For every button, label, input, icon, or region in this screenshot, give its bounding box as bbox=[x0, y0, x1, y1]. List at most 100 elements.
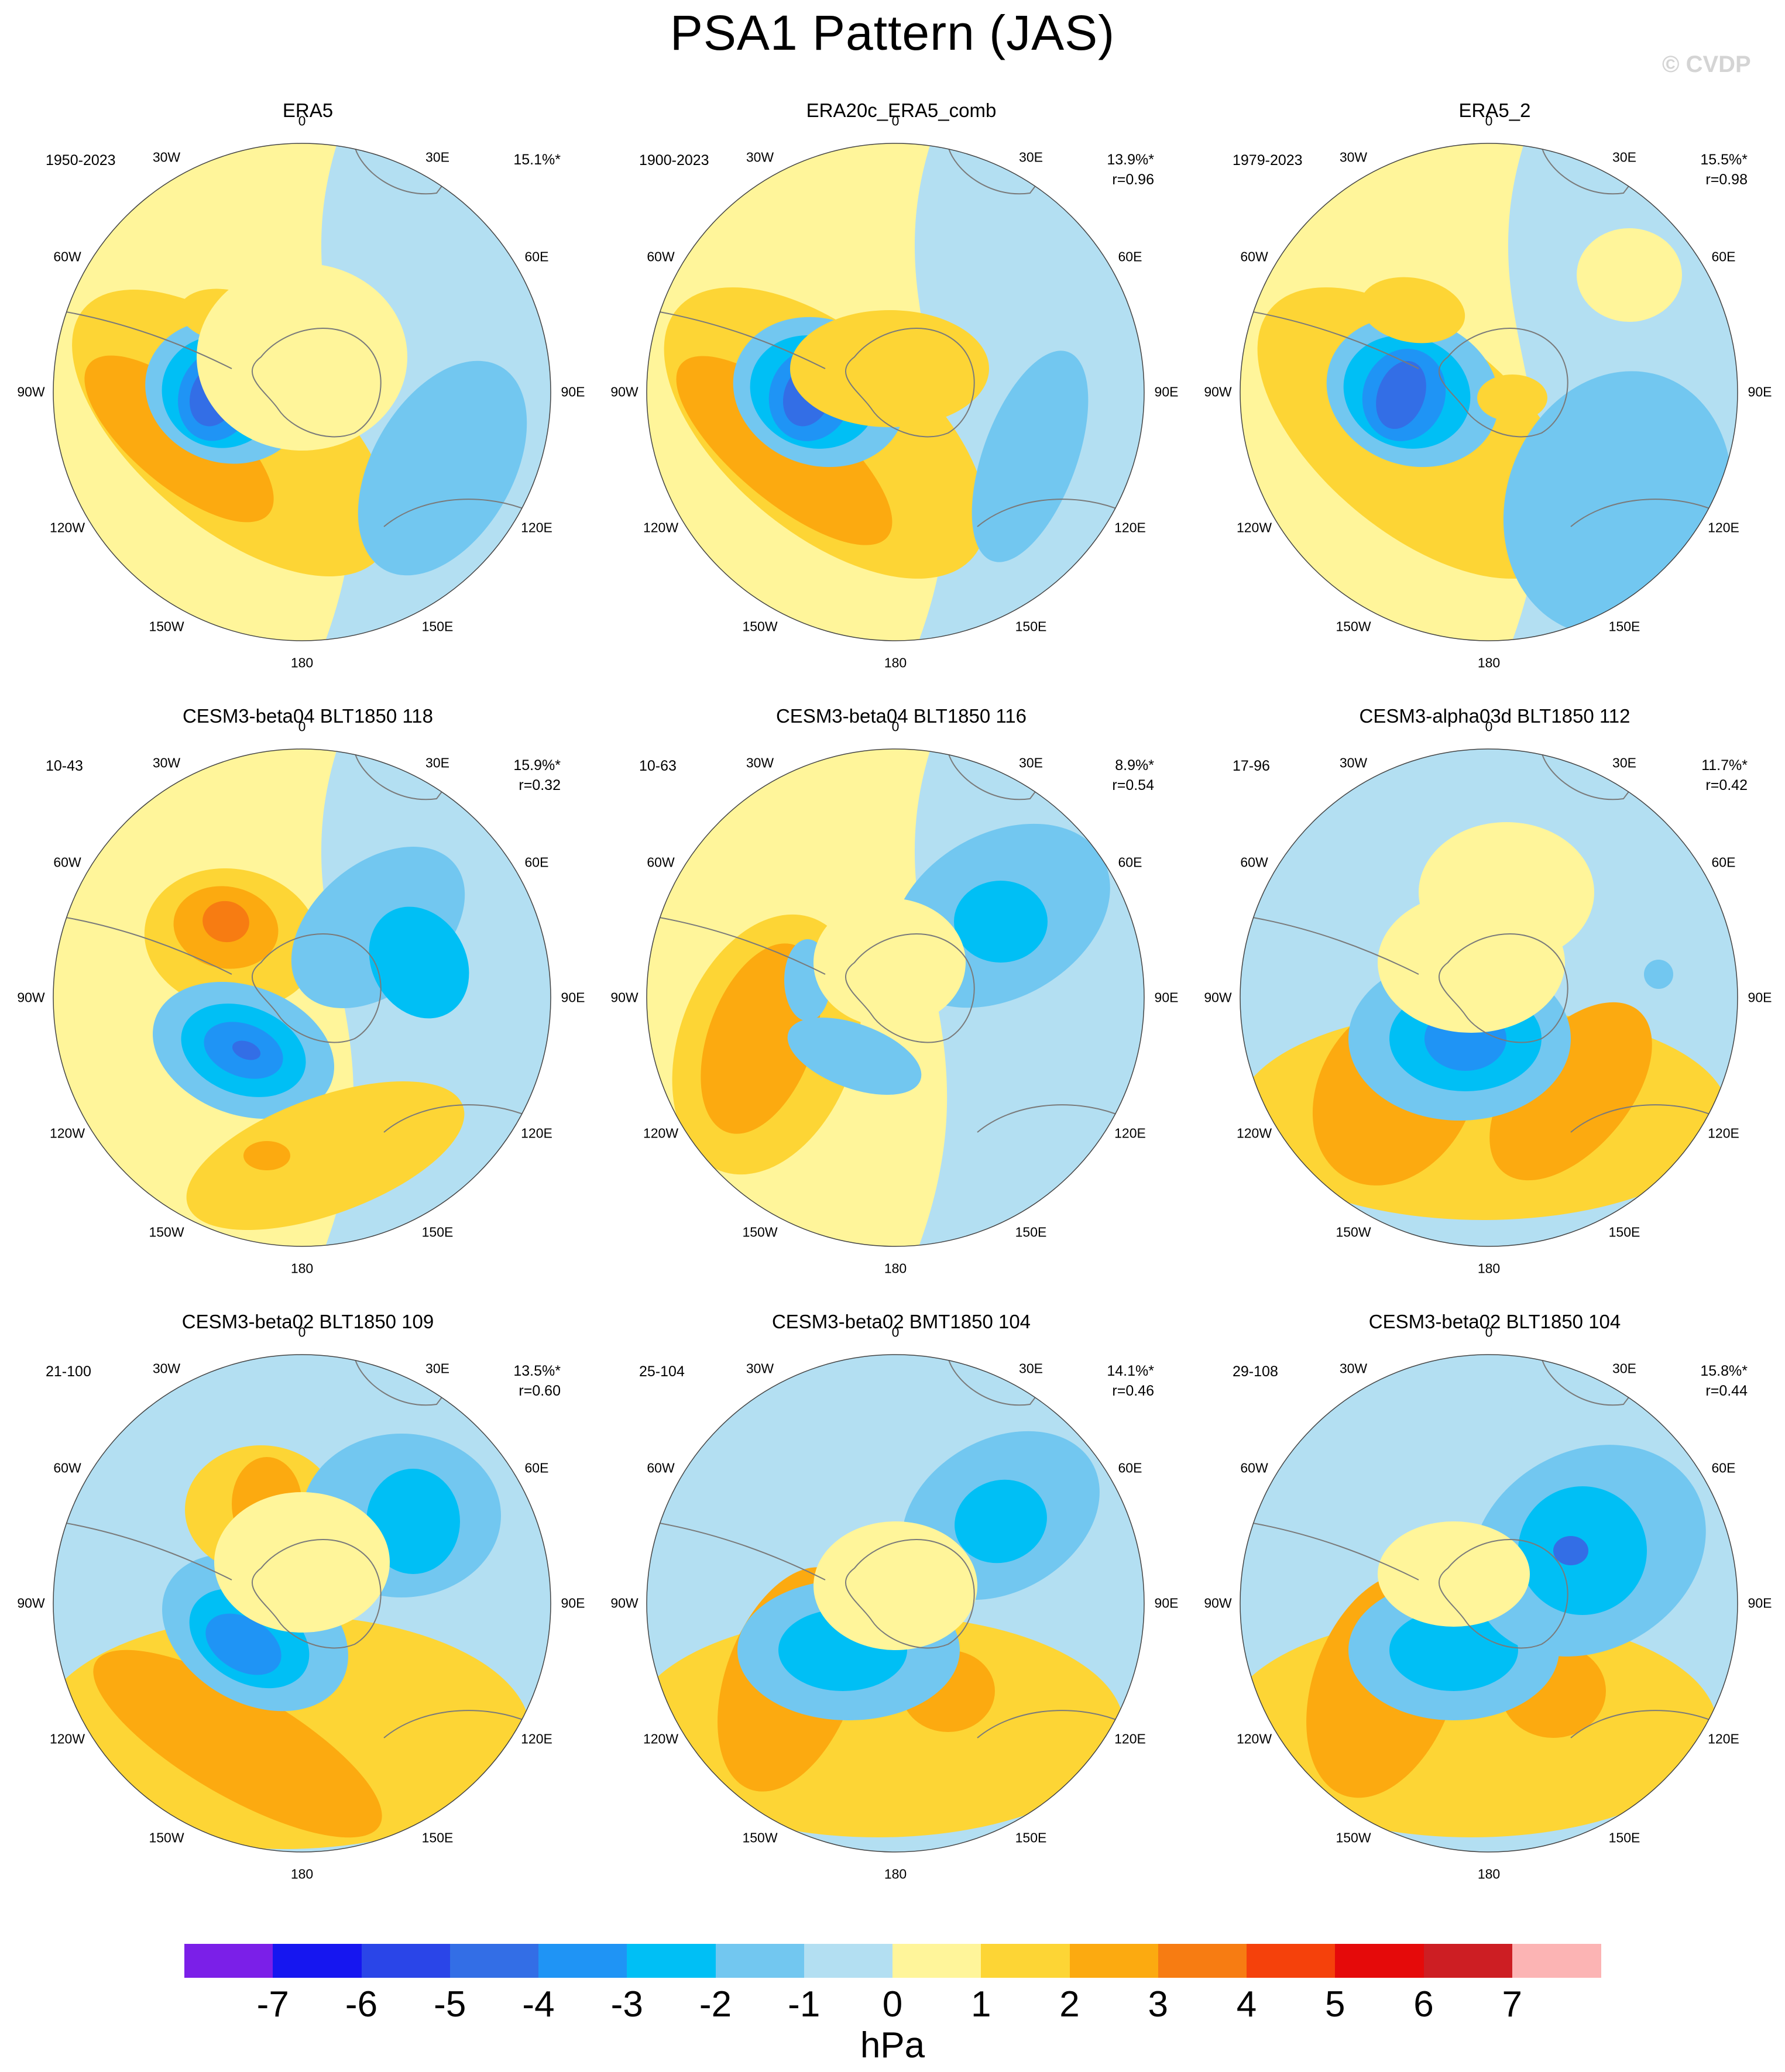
longitude-label: 120W bbox=[643, 520, 679, 535]
colorbar-units: hPa bbox=[860, 2025, 925, 2066]
panel-stats: 15.5%* r=0.98 bbox=[1666, 150, 1748, 190]
longitude-label: 30W bbox=[1339, 149, 1368, 165]
longitude-label: 60E bbox=[1711, 249, 1736, 264]
longitude-label: 90E bbox=[1154, 989, 1179, 1005]
antarctica-coastline bbox=[1439, 933, 1568, 1043]
longitude-label: 180 bbox=[1477, 655, 1501, 671]
longitude-label: 150W bbox=[149, 618, 184, 634]
colorbar-tick-label: 1 bbox=[971, 1984, 991, 2025]
colorbar-tick-label: 6 bbox=[1413, 1984, 1434, 2025]
panel-correlation: r=0.42 bbox=[1705, 777, 1748, 793]
colorbar-swatch bbox=[1158, 1944, 1247, 1978]
antarctica-coastline bbox=[845, 1539, 975, 1649]
antarctica-coastline bbox=[1439, 1539, 1568, 1649]
anomaly-contour bbox=[1376, 360, 1426, 429]
colorbar-swatch bbox=[715, 1944, 805, 1978]
longitude-label: 30W bbox=[746, 1360, 774, 1376]
longitude-label: 150W bbox=[149, 1224, 184, 1240]
anomaly-contour bbox=[186, 1081, 465, 1231]
panel-stats: 15.9%* r=0.32 bbox=[479, 755, 561, 795]
panel-percent-variance: 15.1%* bbox=[513, 152, 561, 168]
longitude-label: 180 bbox=[1477, 1866, 1501, 1882]
longitude-label: 120W bbox=[643, 1125, 679, 1140]
longitude-label: 60E bbox=[1118, 1460, 1142, 1475]
panel-period: 1950-2023 bbox=[46, 152, 116, 169]
anomaly-contour bbox=[954, 881, 1048, 963]
longitude-label: 150E bbox=[1015, 1830, 1047, 1846]
anomaly-contour bbox=[1477, 374, 1547, 421]
panel-percent-variance: 13.9%* bbox=[1107, 152, 1154, 168]
longitude-label: 120W bbox=[49, 520, 85, 535]
longitude-label: 30E bbox=[425, 755, 449, 771]
longitude-label: 30W bbox=[152, 149, 181, 165]
longitude-label: 60E bbox=[1118, 854, 1142, 870]
anomaly-contour bbox=[205, 1613, 282, 1675]
colorbar-tick-label: 7 bbox=[1502, 1984, 1522, 2025]
australia-coastline bbox=[977, 1710, 1124, 1779]
panel-stats: 13.9%* r=0.96 bbox=[1072, 150, 1154, 190]
panel-stats: 15.1%* bbox=[479, 150, 561, 170]
longitude-label: 120W bbox=[49, 1125, 85, 1140]
south-america-coastline bbox=[56, 1521, 232, 1580]
longitude-label: 150E bbox=[421, 1830, 454, 1846]
colorbar-tick-label: -4 bbox=[522, 1984, 555, 2025]
anomaly-contour bbox=[202, 901, 249, 943]
longitude-label: 60E bbox=[524, 1460, 549, 1475]
africa-coastline bbox=[948, 1357, 1048, 1406]
longitude-label: 120E bbox=[1114, 520, 1146, 535]
panel-title: CESM3-beta04 BLT1850 118 bbox=[182, 705, 434, 727]
longitude-label: 120E bbox=[1114, 1731, 1146, 1746]
map-panel: ERA5 1950-2023 15.1%* 0 30E 60E 90E 120E 150E 180… bbox=[11, 99, 605, 702]
longitude-label: 120W bbox=[1236, 520, 1272, 535]
antarctica-coastline bbox=[252, 328, 382, 438]
panel-stats: 15.8%* r=0.44 bbox=[1666, 1361, 1748, 1401]
anomaly-contour bbox=[1419, 822, 1594, 963]
map-boundary bbox=[1240, 143, 1738, 641]
south-america-coastline bbox=[1242, 915, 1419, 975]
panel-correlation: r=0.44 bbox=[1705, 1383, 1748, 1399]
anomaly-contour bbox=[214, 1492, 390, 1633]
colorbar-tick-label: 3 bbox=[1148, 1984, 1168, 2025]
longitude-label: 90E bbox=[1748, 1595, 1772, 1611]
longitude-label: 180 bbox=[884, 655, 907, 671]
map-panel: ERA20c_ERA5_comb 1900-2023 13.9%* r=0.96 0 30… bbox=[604, 99, 1199, 702]
antarctica-coastline bbox=[1439, 328, 1568, 438]
polar-map bbox=[53, 143, 551, 641]
australia-coastline bbox=[1570, 1710, 1718, 1779]
longitude-label: 90W bbox=[1204, 384, 1232, 400]
panel-percent-variance: 14.1%* bbox=[1107, 1363, 1154, 1379]
antarctica-coastline bbox=[252, 933, 382, 1043]
longitude-label: 90W bbox=[610, 1595, 639, 1611]
map-panel: CESM3-beta02 BMT1850 104 25-104 14.1%* r=0.… bbox=[604, 1311, 1199, 1913]
polar-map bbox=[646, 1354, 1145, 1853]
longitude-label: 0 bbox=[891, 719, 900, 734]
longitude-label: 90E bbox=[561, 1595, 585, 1611]
longitude-label: 120E bbox=[521, 1731, 552, 1746]
anomaly-contour bbox=[369, 906, 469, 1019]
colorbar bbox=[184, 1944, 1601, 1978]
anomaly-contour bbox=[813, 1521, 977, 1650]
longitude-label: 90E bbox=[1154, 384, 1179, 400]
panel-percent-variance: 8.9%* bbox=[1115, 757, 1154, 774]
anomaly-contour bbox=[787, 1018, 922, 1095]
longitude-label: 30E bbox=[425, 149, 449, 165]
longitude-label: 30W bbox=[1339, 755, 1368, 771]
panel-title: CESM3-beta04 BLT1850 116 bbox=[775, 705, 1027, 727]
longitude-label: 150E bbox=[1608, 1224, 1640, 1240]
longitude-label: 90W bbox=[610, 989, 639, 1005]
anomaly-contour bbox=[1389, 1609, 1518, 1691]
colorbar-swatch bbox=[1335, 1944, 1424, 1978]
anomaly-contour bbox=[1360, 277, 1465, 343]
antarctica-coastline bbox=[252, 1539, 382, 1649]
colorbar-swatch bbox=[1069, 1944, 1159, 1978]
panel-period: 21-100 bbox=[46, 1363, 91, 1380]
longitude-label: 150E bbox=[421, 1224, 454, 1240]
longitude-label: 150W bbox=[1336, 1224, 1371, 1240]
anomaly-contour bbox=[232, 1040, 261, 1060]
panel-title: CESM3-beta02 BLT1850 109 bbox=[181, 1311, 434, 1332]
longitude-label: 150E bbox=[1608, 618, 1640, 634]
colorbar-swatch bbox=[627, 1944, 716, 1978]
longitude-label: 30E bbox=[1019, 1360, 1043, 1376]
colorbar-swatch bbox=[361, 1944, 451, 1978]
colorbar-tick-label: -5 bbox=[434, 1984, 466, 2025]
